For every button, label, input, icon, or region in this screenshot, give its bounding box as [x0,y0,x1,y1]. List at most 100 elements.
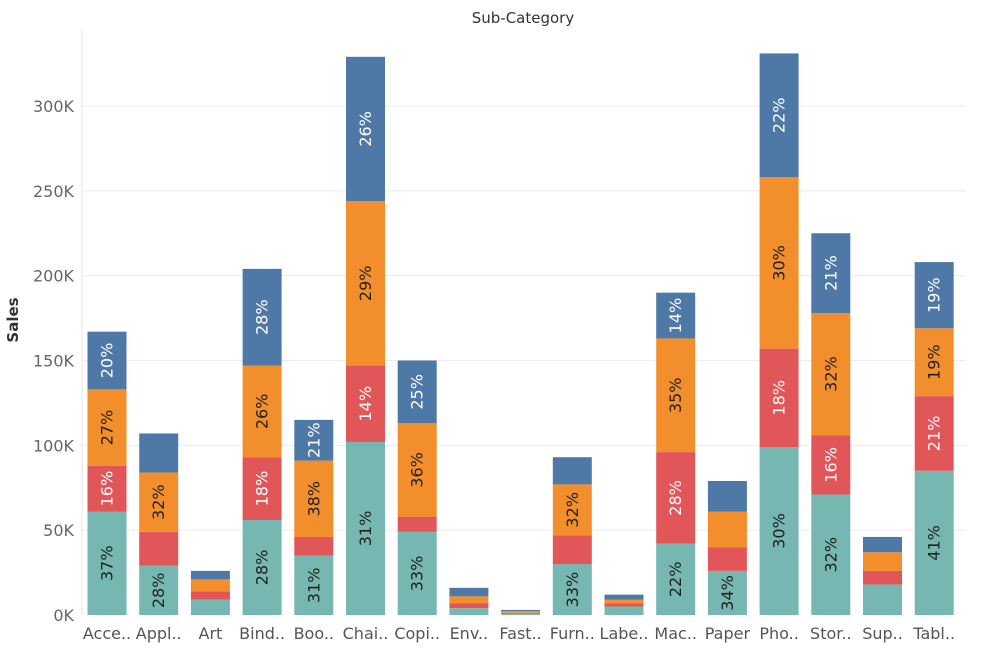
bar-segment [707,480,747,512]
bar-segment [656,543,696,615]
bar-segment [242,365,282,458]
bar-segment [552,535,592,565]
x-tick-label: Appl.. [136,624,182,643]
data-label: 29% [356,266,375,302]
y-tick-label: 150K [33,352,75,371]
bar-segment [604,599,644,604]
data-label: 25% [408,374,427,410]
bar-segment [604,603,644,607]
data-label: 32% [821,537,840,573]
bar-segment [242,268,282,366]
x-axis-ticks: Acce.. Appl.. Art Bind.. Boo.. Chai.. Copi.. En… [83,624,955,643]
bar-segment [139,433,179,473]
bar-segment [294,536,334,556]
x-tick-label: Fast.. [499,624,541,643]
bar-segment [346,365,385,442]
bar-segment [139,472,179,532]
bar-segment [552,564,592,615]
data-label: 32% [149,484,168,520]
y-axis-ticks: 0K 50K 100K 150K 200K 250K 300K [33,97,75,625]
bar-segment [501,612,541,614]
bar-segment [87,511,127,615]
x-tick-label: Pho.. [759,624,798,643]
bar-segment [139,531,179,566]
data-label: 22% [666,562,685,598]
y-tick-label: 100K [33,436,75,455]
bar-segment [190,579,230,592]
bar-segment [501,613,541,615]
data-label: 21% [304,422,323,458]
bar-segment [397,423,437,517]
bar-segment [397,360,437,424]
bar-segment [87,331,127,390]
x-tick-label: Bind.. [239,624,285,643]
data-label: 18% [253,471,272,507]
bar-segment [811,233,851,313]
data-label: 41% [925,525,944,561]
bar-segment [501,611,541,613]
bar-segment [759,447,799,615]
data-label: 14% [666,298,685,334]
x-tick-label: Labe.. [600,624,649,643]
data-labels: 37% 16% 27% 20% 28% 32% 28% 18% 26% 28% 31% 38% 21% 3… [98,98,944,611]
data-label: 33% [563,572,582,608]
data-label: 38% [304,481,323,517]
data-label: 33% [408,556,427,592]
bar-segment [294,460,334,537]
data-label: 28% [149,573,168,609]
bar-segment [707,570,747,615]
data-label: 26% [253,394,272,430]
x-tick-label: Copi.. [394,624,440,643]
data-label: 34% [718,575,737,611]
chart-title: Sub-Category [472,9,575,27]
y-axis-label: Sales [4,297,22,342]
bar-segment [139,565,179,615]
data-label: 32% [563,492,582,528]
bar-segment [346,201,385,366]
data-label: 37% [98,545,117,581]
bar-segment [656,452,696,544]
data-label: 21% [925,416,944,452]
bar-segment [759,177,799,349]
y-tick-label: 300K [33,97,75,116]
bar-segment [759,348,799,448]
bar-segment [914,328,954,397]
x-tick-label: Furn.. [550,624,595,643]
x-tick-label: Stor.. [810,624,852,643]
data-label: 30% [770,245,789,281]
data-label: 22% [770,98,789,134]
bar-segment [604,594,644,600]
bar-segment [449,596,489,604]
bar-segment [449,603,489,609]
bar-segment [87,465,127,512]
y-tick-label: 200K [33,267,75,286]
bar-segment [656,292,696,339]
data-label: 30% [770,513,789,549]
bar-segment [397,516,437,532]
x-tick-label: Paper [705,624,751,643]
data-label: 27% [98,410,117,446]
bar-segment [190,570,230,580]
bar-segment [190,591,230,600]
bar-segment [914,262,954,329]
data-label: 31% [356,511,375,547]
bar-segment [604,606,644,615]
bar-segment [294,555,334,615]
bar-segment [346,56,385,202]
bar-segment [449,587,489,597]
data-label: 28% [253,299,272,335]
x-tick-label: Sup.. [862,624,903,643]
data-label: 18% [770,380,789,416]
bar-segment [397,531,437,615]
data-label: 28% [666,480,685,516]
bar-segment [863,536,902,553]
x-tick-label: Boo.. [294,624,334,643]
y-tick-label: 0K [53,606,74,625]
y-tick-label: 50K [43,521,74,540]
bar-segment [552,484,592,536]
data-label: 16% [98,471,117,507]
bar-segment [707,547,747,571]
bar-segment [190,599,230,615]
